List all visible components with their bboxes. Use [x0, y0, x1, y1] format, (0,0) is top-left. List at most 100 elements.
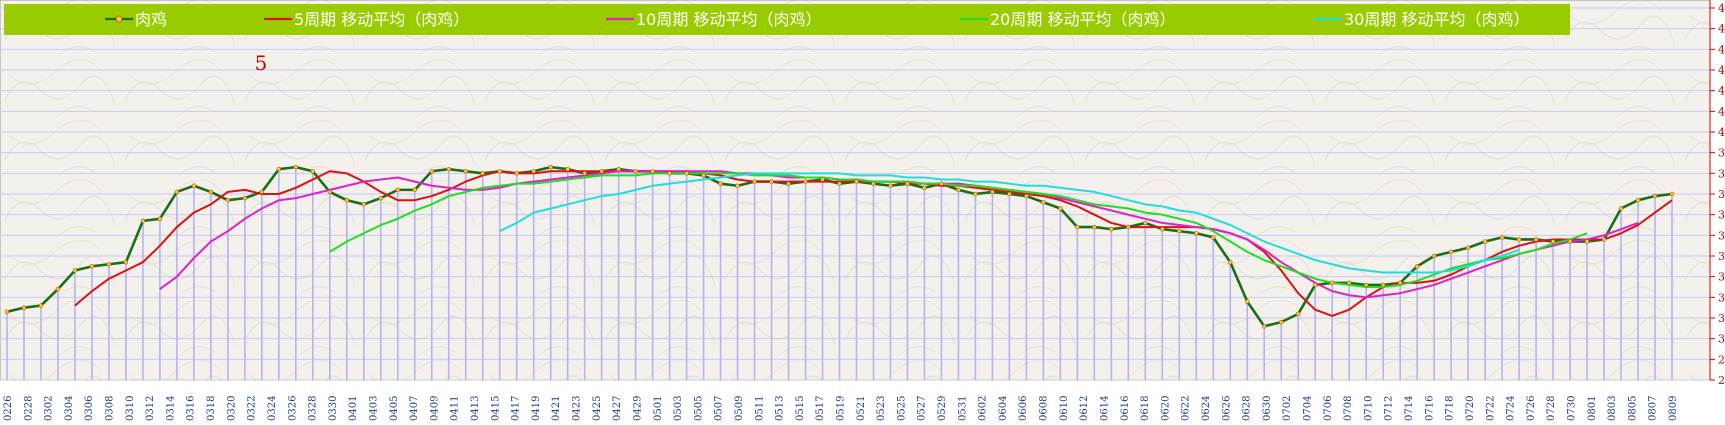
point-54	[922, 185, 927, 191]
xtick-label-29: 0425	[592, 396, 603, 421]
xtick-label-6: 0310	[125, 396, 136, 421]
xtick-label-37: 0511	[754, 396, 765, 421]
point-89	[1516, 237, 1522, 242]
point-75	[1279, 319, 1284, 325]
point-19	[327, 189, 333, 195]
point-93	[1584, 239, 1590, 244]
point-25	[429, 169, 434, 174]
xtick-label-41: 0519	[836, 396, 847, 421]
point-5	[89, 264, 95, 269]
xtick-label-81: 0807	[1648, 396, 1659, 421]
point-55	[939, 181, 944, 186]
point-41	[701, 173, 706, 178]
xtick-label-42: 0521	[856, 396, 867, 421]
point-15	[259, 189, 265, 195]
xtick-label-31: 0429	[632, 396, 643, 421]
point-85	[1448, 249, 1454, 255]
xtick-label-17: 0401	[348, 396, 359, 421]
xtick-label-75: 0726	[1526, 396, 1537, 421]
point-59	[1007, 191, 1012, 197]
point-62	[1058, 206, 1063, 211]
xtick-label-2: 0302	[44, 396, 55, 421]
xtick-label-10: 0318	[206, 396, 217, 421]
point-11	[191, 183, 197, 188]
xtick-label-80: 0805	[1627, 396, 1638, 421]
point-73	[1245, 299, 1250, 304]
point-46	[786, 181, 791, 186]
xtick-label-11: 0320	[226, 396, 237, 421]
point-66	[1126, 224, 1131, 230]
point-82	[1397, 280, 1403, 286]
x-axis-ticks: 0226 0228 0302 0304 0306 0308 0310 0312 0314 0316…	[3, 396, 1679, 421]
point-40	[684, 171, 689, 176]
point-94	[1601, 237, 1607, 242]
point-56	[956, 187, 961, 193]
point-18	[310, 169, 316, 174]
point-1	[21, 305, 27, 310]
xtick-label-36: 0509	[734, 396, 745, 421]
legend-label-0: 肉鸡	[135, 10, 167, 29]
xtick-label-71: 0718	[1445, 396, 1456, 421]
xtick-label-5: 0308	[105, 396, 116, 421]
point-42	[718, 181, 723, 186]
point-13	[225, 198, 231, 203]
ytick-label-1: 2.90	[1718, 353, 1725, 366]
point-47	[803, 179, 808, 184]
point-14	[242, 195, 248, 201]
ytick-label-18: 4.60	[1718, 2, 1725, 15]
point-50	[854, 179, 859, 184]
xtick-label-72: 0720	[1465, 396, 1476, 421]
xtick-label-28: 0423	[572, 396, 583, 421]
xtick-label-23: 0413	[470, 396, 481, 421]
plot-background	[0, 0, 1711, 381]
point-39	[667, 171, 672, 176]
point-36	[616, 167, 621, 172]
xtick-label-30: 0427	[612, 396, 623, 421]
point-60	[1024, 193, 1029, 199]
point-97	[1652, 193, 1658, 199]
legend-entries: 肉鸡 5周期 移动平均（肉鸡） 10周期 移动平均（肉鸡） 20周期 移动平均（肉鸡）…	[105, 10, 1529, 29]
xtick-label-73: 0722	[1485, 396, 1496, 421]
ytick-label-10: 3.80	[1718, 167, 1725, 180]
xtick-label-13: 0324	[267, 396, 278, 421]
point-30	[514, 171, 519, 176]
point-16	[276, 167, 282, 172]
xtick-label-16: 0330	[328, 396, 339, 421]
point-20	[344, 198, 349, 203]
xtick-label-1: 0228	[23, 396, 34, 421]
point-12	[208, 189, 214, 195]
ytick-label-7: 3.50	[1718, 229, 1725, 242]
point-63	[1075, 224, 1080, 230]
xtick-label-27: 0421	[551, 396, 562, 421]
xtick-label-47: 0531	[957, 396, 968, 421]
point-3	[55, 286, 61, 292]
point-23	[395, 187, 400, 193]
chart-annotation: 5	[255, 51, 268, 75]
point-9	[157, 216, 163, 222]
xtick-label-53: 0612	[1079, 396, 1090, 421]
point-24	[412, 187, 417, 193]
point-22	[378, 195, 383, 201]
xtick-label-20: 0407	[409, 396, 420, 421]
xtick-label-59: 0624	[1201, 396, 1212, 421]
point-64	[1092, 224, 1097, 230]
xtick-label-76: 0728	[1546, 396, 1557, 421]
point-51	[871, 181, 876, 186]
point-28	[480, 171, 485, 176]
legend-label-1: 5周期 移动平均（肉鸡）	[294, 10, 469, 29]
point-8	[140, 218, 146, 224]
point-2	[38, 303, 44, 308]
vertical-bars	[6, 167, 1673, 380]
ytick-label-17: 4.50	[1718, 23, 1725, 36]
legend-label-2: 10周期 移动平均（肉鸡）	[636, 10, 821, 29]
xtick-label-4: 0306	[84, 396, 95, 421]
ytick-label-5: 3.30	[1718, 271, 1725, 284]
legend-label-3: 20周期 移动平均（肉鸡）	[990, 10, 1175, 29]
xtick-label-18: 0403	[368, 396, 379, 421]
point-7	[123, 260, 129, 265]
xtick-label-69: 0714	[1404, 396, 1415, 421]
point-71	[1211, 235, 1216, 240]
point-49	[837, 181, 842, 186]
point-26	[446, 167, 451, 172]
point-69	[1177, 229, 1182, 234]
